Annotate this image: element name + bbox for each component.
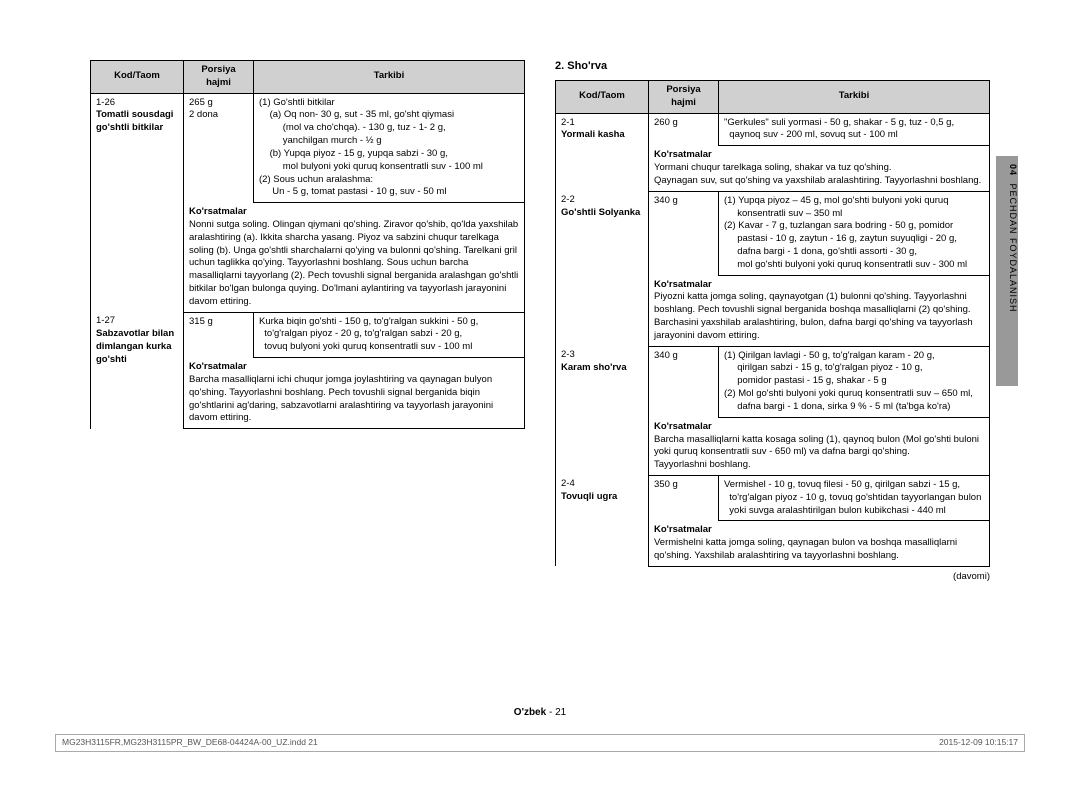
tarkibi-cell: (1) Go'shtli bitkilar (a) Oq non- 30 g, … (254, 93, 525, 203)
tarkibi-cell: Kurka biqin go'shti - 150 g, to'g'ralgan… (254, 312, 525, 357)
por-cell: 340 g (649, 191, 719, 275)
right-column: 2. Sho'rva Kod/Taom Porsiya hajmi Tarkib… (555, 60, 990, 582)
kors-cell: Ko'rsatmalarYormani chuqur tarelkaga sol… (649, 146, 990, 191)
kors-cell: Ko'rsatmalarNonni sutga soling. Olingan … (184, 203, 525, 313)
tarkibi-cell: Vermishel - 10 g, tovuq filesi - 50 g, q… (719, 475, 990, 520)
kod-cell: 2-2Go'shtli Solyanka (556, 191, 649, 346)
left-th-kod: Kod/Taom (91, 61, 184, 94)
footer-page: 21 (555, 707, 566, 718)
side-tab-label: PECHDAN FOYDALANISH (1008, 184, 1018, 313)
kors-cell: Ko'rsatmalarBarcha masalliqlarni katta k… (649, 417, 990, 475)
kod-cell: 2-4Tovuqli ugra (556, 475, 649, 566)
right-section-title: 2. Sho'rva (555, 60, 990, 72)
por-cell: 260 g (649, 113, 719, 146)
footer-lang: O'zbek (514, 707, 546, 718)
content-columns: Kod/Taom Porsiya hajmi Tarkibi 1-26Tomat… (90, 60, 990, 582)
tarkibi-cell: (1) Qirilgan lavlagi - 50 g, to'g'ralgan… (719, 346, 990, 417)
left-th-tar: Tarkibi (254, 61, 525, 94)
por-cell: 340 g (649, 346, 719, 417)
right-table: Kod/Taom Porsiya hajmi Tarkibi 2-1Yormal… (555, 80, 990, 567)
continuation-label: (davomi) (555, 571, 990, 582)
print-footer-bar: MG23H3115FR,MG23H3115PR_BW_DE68-04424A-0… (55, 734, 1025, 752)
por-cell: 265 g2 dona (184, 93, 254, 203)
left-table: Kod/Taom Porsiya hajmi Tarkibi 1-26Tomat… (90, 60, 525, 429)
page-footer-center: O'zbek - 21 (0, 707, 1080, 718)
side-tab-num: 04 (1008, 164, 1018, 176)
kors-cell: Ko'rsatmalarBarcha masalliqlarni ichi ch… (184, 358, 525, 429)
kod-cell: 1-27Sabzavotlar bilan dimlangan kurka go… (91, 312, 184, 429)
por-cell: 315 g (184, 312, 254, 357)
kors-cell: Ko'rsatmalarVermishelni katta jomga soli… (649, 521, 990, 566)
footer-date: 2015-12-09 10:15:17 (939, 737, 1018, 747)
left-th-por: Porsiya hajmi (184, 61, 254, 94)
right-th-tar: Tarkibi (719, 81, 990, 114)
right-th-kod: Kod/Taom (556, 81, 649, 114)
kors-cell: Ko'rsatmalarPiyozni katta jomga soling, … (649, 275, 990, 346)
right-th-por: Porsiya hajmi (649, 81, 719, 114)
tarkibi-cell: "Gerkules" suli yormasi - 50 g, shakar -… (719, 113, 990, 146)
left-column: Kod/Taom Porsiya hajmi Tarkibi 1-26Tomat… (90, 60, 525, 582)
kod-cell: 2-1Yormali kasha (556, 113, 649, 191)
kod-cell: 2-3Karam sho'rva (556, 346, 649, 475)
side-section-tab: 04 PECHDAN FOYDALANISH (996, 156, 1018, 386)
tarkibi-cell: (1) Yupqa piyoz – 45 g, mol go'shti buly… (719, 191, 990, 275)
footer-file: MG23H3115FR,MG23H3115PR_BW_DE68-04424A-0… (62, 737, 318, 747)
kod-cell: 1-26Tomatli sousdagi go'shtli bitkilar (91, 93, 184, 312)
por-cell: 350 g (649, 475, 719, 520)
